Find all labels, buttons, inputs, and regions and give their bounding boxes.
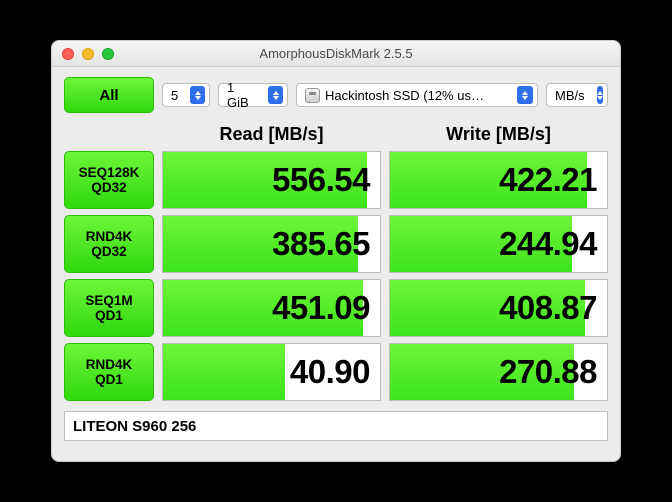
runs-select[interactable]: 5 (162, 83, 210, 107)
test-label-1: RND4K (86, 229, 133, 244)
test-label-1: SEQ128K (79, 165, 140, 180)
window-title: AmorphousDiskMark 2.5.5 (52, 46, 620, 61)
disk-select[interactable]: Hackintosh SSD (12% us… (296, 83, 538, 107)
run-all-button[interactable]: All (64, 77, 154, 113)
write-header: Write [MB/s] (389, 124, 608, 145)
write-cell: 270.88 (389, 343, 608, 401)
size-value: 1 GiB (227, 80, 256, 110)
write-value: 244.94 (499, 225, 597, 263)
run-all-label: All (99, 87, 118, 104)
read-cell: 40.90 (162, 343, 381, 401)
read-cell: 556.54 (162, 151, 381, 209)
disk-icon (305, 88, 320, 103)
write-value: 270.88 (499, 353, 597, 391)
test-label-2: QD32 (91, 244, 126, 259)
result-row: RND4KQD32 385.65 244.94 (64, 215, 608, 273)
runs-value: 5 (171, 88, 178, 103)
read-cell: 451.09 (162, 279, 381, 337)
read-value: 451.09 (272, 289, 370, 327)
chevron-updown-icon (268, 86, 283, 104)
result-row: RND4KQD1 40.90 270.88 (64, 343, 608, 401)
titlebar: AmorphousDiskMark 2.5.5 (52, 41, 620, 67)
read-value: 385.65 (272, 225, 370, 263)
size-select[interactable]: 1 GiB (218, 83, 288, 107)
unit-select[interactable]: MB/s (546, 83, 608, 107)
test-label-1: SEQ1M (85, 293, 132, 308)
content: All 5 1 GiB Hackintosh SSD (12% us… (52, 67, 620, 461)
write-value: 422.21 (499, 161, 597, 199)
write-cell: 422.21 (389, 151, 608, 209)
write-value: 408.87 (499, 289, 597, 327)
result-row: SEQ1MQD1 451.09 408.87 (64, 279, 608, 337)
read-bar (163, 344, 285, 400)
result-row: SEQ128KQD32 556.54 422.21 (64, 151, 608, 209)
run-test-button[interactable]: RND4KQD32 (64, 215, 154, 273)
test-label-2: QD32 (91, 180, 126, 195)
read-value: 40.90 (290, 353, 370, 391)
write-cell: 244.94 (389, 215, 608, 273)
test-label-1: RND4K (86, 357, 133, 372)
run-test-button[interactable]: SEQ128KQD32 (64, 151, 154, 209)
device-name-value: LITEON S960 256 (73, 418, 196, 435)
top-controls-row: All 5 1 GiB Hackintosh SSD (12% us… (64, 77, 608, 113)
run-test-button[interactable]: SEQ1MQD1 (64, 279, 154, 337)
chevron-updown-icon (517, 86, 533, 104)
column-headers: Read [MB/s] Write [MB/s] (64, 119, 608, 145)
test-label-2: QD1 (95, 372, 123, 387)
app-window: AmorphousDiskMark 2.5.5 All 5 1 GiB Hack… (51, 40, 621, 462)
read-header: Read [MB/s] (162, 124, 381, 145)
unit-value: MB/s (555, 88, 585, 103)
test-label-2: QD1 (95, 308, 123, 323)
device-name-field[interactable]: LITEON S960 256 (64, 411, 608, 441)
disk-value: Hackintosh SSD (12% us… (325, 88, 484, 103)
chevron-updown-icon (190, 86, 205, 104)
run-test-button[interactable]: RND4KQD1 (64, 343, 154, 401)
read-value: 556.54 (272, 161, 370, 199)
read-cell: 385.65 (162, 215, 381, 273)
write-cell: 408.87 (389, 279, 608, 337)
chevron-updown-icon (597, 86, 603, 104)
